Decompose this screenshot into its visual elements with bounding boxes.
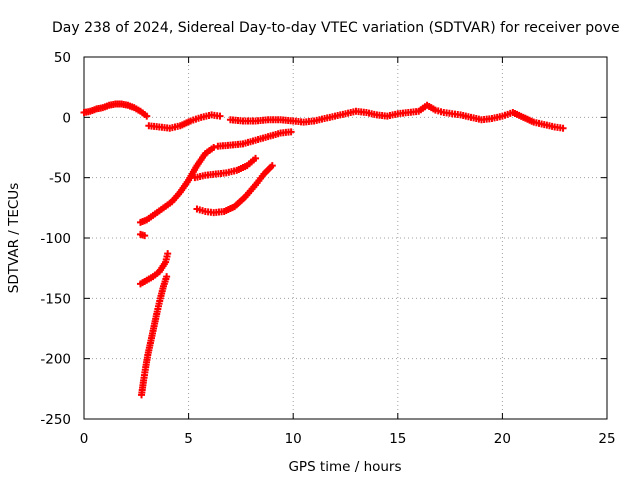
y-tick-label: -100 (40, 231, 71, 247)
series-arc-3 (226, 101, 567, 132)
y-tick-label: 50 (54, 50, 71, 66)
series-arc-2 (145, 111, 224, 132)
y-axis-label: SDTVAR / TECUs (6, 183, 22, 293)
series-arc-5 (191, 154, 260, 182)
x-tick-label: 15 (389, 431, 406, 447)
data-point-marker (559, 124, 567, 132)
data-points (80, 100, 567, 399)
data-point-marker (216, 112, 224, 120)
y-tick-label: 0 (62, 110, 71, 126)
data-point-marker (164, 250, 172, 258)
data-point-marker (287, 128, 295, 136)
data-point-marker (210, 144, 218, 151)
y-tick-label: -50 (49, 171, 71, 187)
series-arc-7 (214, 128, 295, 150)
series-arc-4 (136, 144, 218, 226)
chart-title: Day 238 of 2024, Sidereal Day-to-day VTE… (52, 20, 620, 36)
series-arc-9 (136, 250, 172, 288)
y-tick-label: -200 (40, 352, 71, 368)
x-tick-label: 25 (598, 431, 615, 447)
data-point-marker (141, 232, 149, 240)
tick-labels: 0 5 10 15 20 25 50 0 -50 -100 -150 -200 -250 (40, 50, 615, 447)
data-point-marker (252, 154, 260, 162)
x-tick-label: 5 (184, 431, 193, 447)
plot-frame (83, 56, 608, 420)
x-tick-label: 20 (494, 431, 511, 447)
y-tick-label: -150 (40, 291, 71, 307)
data-point-marker (163, 273, 171, 281)
x-tick-label: 10 (285, 431, 302, 447)
series-arc-8 (136, 230, 149, 240)
series-arc-10 (138, 273, 171, 399)
data-point-marker (268, 162, 276, 170)
y-tick-label: -250 (40, 412, 71, 428)
series-arc-1 (80, 100, 151, 120)
x-tick-label: 0 (80, 431, 89, 447)
x-axis-label: GPS time / hours (288, 459, 401, 475)
data-point-marker (143, 112, 151, 120)
series-arc-6 (193, 162, 276, 217)
